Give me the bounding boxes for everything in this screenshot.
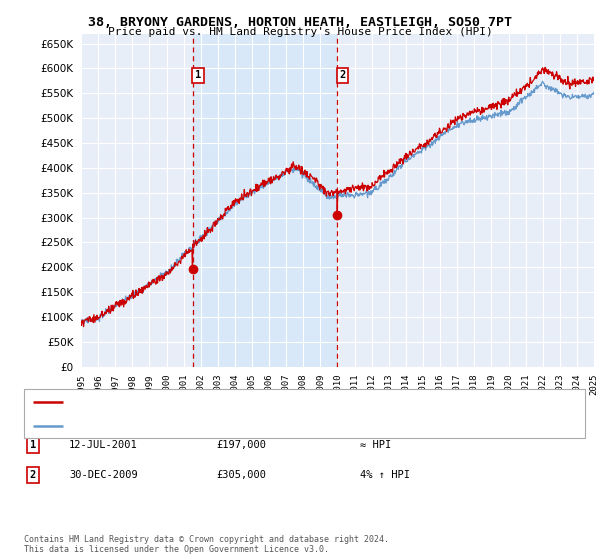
Bar — [193, 34, 337, 367]
Text: £305,000: £305,000 — [216, 470, 266, 480]
Text: Price paid vs. HM Land Registry's House Price Index (HPI): Price paid vs. HM Land Registry's House … — [107, 27, 493, 37]
Text: £197,000: £197,000 — [216, 440, 266, 450]
Text: HPI: Average price, detached house, Eastleigh: HPI: Average price, detached house, East… — [69, 421, 328, 430]
Text: 1: 1 — [194, 70, 201, 80]
Text: 38, BRYONY GARDENS, HORTON HEATH, EASTLEIGH, SO50 7PT: 38, BRYONY GARDENS, HORTON HEATH, EASTLE… — [88, 16, 512, 29]
Text: 12-JUL-2001: 12-JUL-2001 — [69, 440, 138, 450]
Text: 4% ↑ HPI: 4% ↑ HPI — [360, 470, 410, 480]
Text: 1: 1 — [30, 440, 36, 450]
Text: ≈ HPI: ≈ HPI — [360, 440, 391, 450]
Text: 30-DEC-2009: 30-DEC-2009 — [69, 470, 138, 480]
Text: Contains HM Land Registry data © Crown copyright and database right 2024.
This d: Contains HM Land Registry data © Crown c… — [24, 535, 389, 554]
Text: 2: 2 — [30, 470, 36, 480]
Text: 38, BRYONY GARDENS, HORTON HEATH, EASTLEIGH, SO50 7PT (detached house): 38, BRYONY GARDENS, HORTON HEATH, EASTLE… — [69, 398, 472, 407]
Text: 2: 2 — [340, 70, 346, 80]
